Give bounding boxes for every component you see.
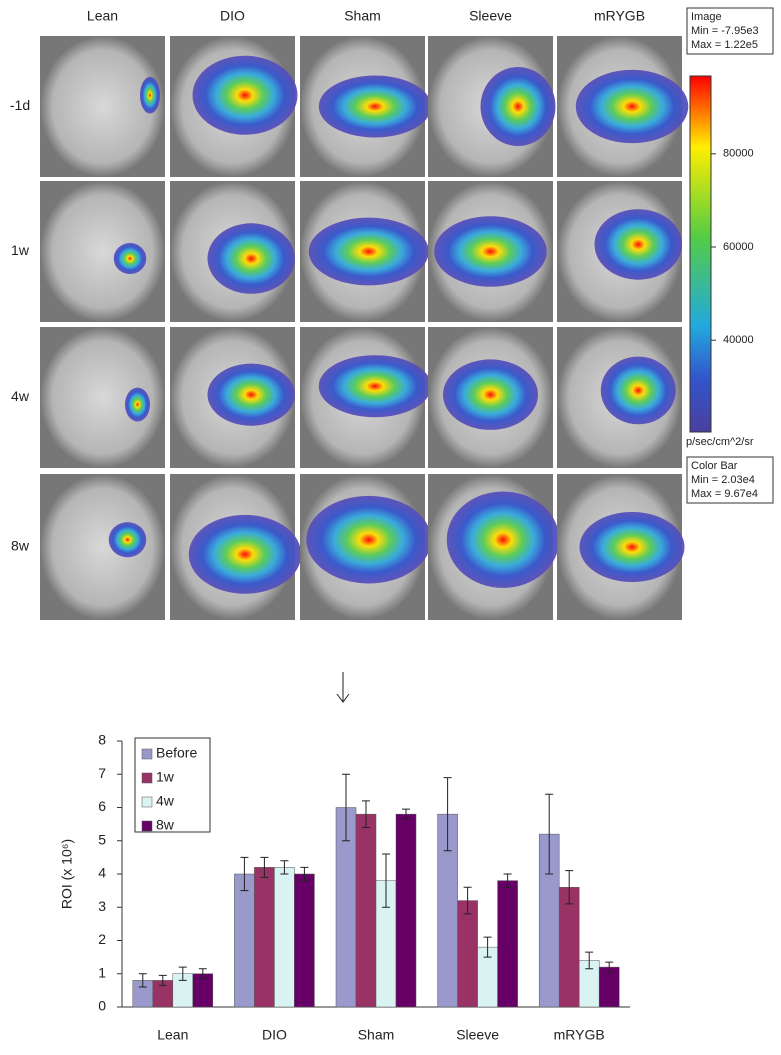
column-label: Lean (87, 8, 118, 24)
signal-overlay (207, 363, 295, 426)
signal-overlay (600, 356, 676, 425)
info-box (686, 7, 774, 55)
error-bar (503, 873, 512, 888)
error-bar (483, 936, 492, 958)
error-bar (605, 961, 614, 973)
bar (294, 873, 315, 1008)
colorbar-unit: p/sec/cm^2/sr (686, 436, 754, 448)
mouse-image (40, 181, 165, 322)
signal-overlay (113, 243, 147, 275)
signal-overlay (108, 522, 147, 558)
error-bar (565, 870, 574, 905)
bar (457, 900, 478, 1008)
error-bar (198, 968, 207, 980)
signal-overlay (192, 55, 298, 135)
arrow (336, 672, 350, 703)
bar (558, 887, 580, 1008)
info-text: Max = 1.22e5 (691, 39, 758, 51)
y-tick-label: 4 (98, 865, 106, 881)
mouse-image (40, 474, 165, 620)
column-label: Sham (344, 8, 381, 24)
error-bar (300, 866, 309, 882)
error-bar (240, 856, 249, 892)
x-tick-label: Sham (358, 1027, 395, 1043)
error-bar (463, 886, 472, 915)
row-label: 1w (11, 242, 30, 258)
signal-overlay (594, 209, 682, 280)
colorbar-tick-label: 40000 (723, 334, 754, 346)
colorbar (689, 75, 712, 433)
info-text: Min = 2.03e4 (691, 474, 755, 486)
x-tick-label: DIO (262, 1027, 287, 1043)
y-axis-label: ROI (x 10⁶) (59, 839, 75, 909)
error-bar (585, 951, 594, 970)
info-text: Max = 9.67e4 (691, 488, 758, 500)
column-label: DIO (220, 8, 245, 24)
signal-overlay (579, 511, 685, 583)
x-tick-label: Sleeve (456, 1027, 499, 1043)
legend-label: 8w (156, 817, 175, 833)
legend-swatch (141, 820, 153, 832)
legend-swatch (141, 748, 153, 760)
legend-label: 4w (156, 793, 175, 809)
bar (254, 867, 275, 1008)
error-bar (362, 800, 370, 828)
signal-overlay (443, 359, 538, 430)
y-tick-label: 3 (98, 898, 106, 914)
x-tick-label: mRYGB (554, 1027, 605, 1043)
row-label: 8w (11, 538, 30, 554)
signal-overlay (308, 217, 429, 286)
colorbar-tick-label: 80000 (723, 148, 754, 160)
y-tick-label: 7 (98, 765, 106, 781)
error-bar (342, 773, 350, 842)
bar (395, 813, 417, 1008)
y-tick-label: 2 (98, 931, 106, 947)
legend-swatch (141, 772, 153, 784)
error-bar (178, 966, 187, 981)
colorbar-tick-label: 60000 (723, 241, 754, 253)
y-tick-label: 5 (98, 831, 106, 847)
error-bar (443, 777, 452, 852)
signal-overlay (575, 69, 689, 144)
legend-swatch (141, 796, 153, 808)
signal-overlay (480, 67, 556, 146)
error-bar (260, 856, 269, 878)
signal-overlay (140, 76, 160, 114)
row-label: -1d (10, 97, 30, 113)
column-label: mRYGB (594, 8, 645, 24)
error-bar (382, 853, 390, 908)
bar (598, 966, 620, 1008)
y-tick-label: 0 (98, 998, 106, 1014)
error-bar (280, 860, 289, 875)
error-bar (402, 808, 410, 820)
y-tick-label: 8 (98, 732, 106, 748)
bar (497, 880, 518, 1008)
bar (234, 873, 255, 1008)
y-tick-label: 1 (98, 964, 106, 980)
column-label: Sleeve (469, 8, 512, 24)
signal-overlay (434, 216, 547, 287)
legend-label: Before (156, 745, 197, 761)
info-text: Min = -7.95e3 (691, 25, 759, 37)
x-tick-label: Lean (157, 1027, 188, 1043)
bar (355, 813, 377, 1008)
error-bar (138, 973, 147, 988)
error-bar (545, 793, 554, 875)
signal-overlay (207, 223, 295, 294)
signal-overlay (318, 355, 432, 418)
signal-overlay (125, 387, 150, 422)
y-tick-label: 6 (98, 798, 106, 814)
info-box (686, 456, 774, 504)
info-text: Image (691, 11, 722, 23)
bar (274, 867, 295, 1008)
signal-overlay (318, 75, 432, 138)
error-bar (158, 974, 167, 986)
info-text: Color Bar (691, 460, 738, 472)
signal-overlay (188, 514, 302, 594)
legend-label: 1w (156, 769, 175, 785)
signal-overlay (306, 495, 432, 584)
row-label: 4w (11, 388, 30, 404)
signal-overlay (446, 491, 560, 588)
